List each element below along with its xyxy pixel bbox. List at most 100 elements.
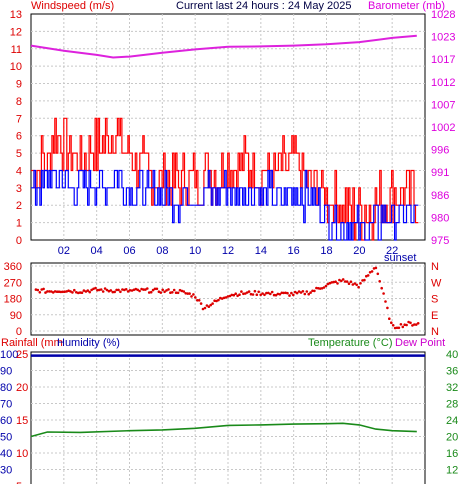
direction-point bbox=[359, 282, 362, 285]
time-x-tick-label: 02 bbox=[58, 245, 70, 257]
wind-y-tick-label: 7 bbox=[16, 113, 22, 125]
direction-point bbox=[249, 292, 253, 296]
humidity-y-tick-label: 40 bbox=[0, 448, 12, 460]
direction-point bbox=[194, 296, 197, 299]
direction-point bbox=[336, 282, 339, 285]
direction-point bbox=[103, 287, 107, 290]
direction-point bbox=[124, 288, 128, 291]
direction-point bbox=[190, 295, 193, 298]
time-x-tick-label: 04 bbox=[91, 245, 103, 257]
direction-point bbox=[153, 287, 157, 291]
time-x-tick-label: 16 bbox=[288, 245, 300, 257]
humidity-axis-title: Humidity (%) bbox=[57, 337, 120, 349]
direction-point bbox=[109, 289, 113, 292]
direction-point bbox=[71, 291, 74, 294]
humidity-y-tick-label: 50 bbox=[0, 432, 12, 444]
direction-point bbox=[113, 290, 116, 294]
time-x-tick-label: 18 bbox=[320, 245, 332, 257]
direction-point bbox=[240, 290, 243, 293]
direction-point bbox=[199, 302, 203, 305]
direction-point bbox=[307, 292, 311, 296]
direction-point bbox=[182, 290, 186, 293]
wind-y-tick-label: 1 bbox=[16, 218, 22, 230]
sunset-label: sunset bbox=[384, 252, 416, 264]
direction-point bbox=[144, 288, 147, 291]
direction-point bbox=[232, 293, 236, 297]
rainfall-y-tick-label: 10 bbox=[16, 448, 28, 460]
temperature-y-tick-label: 32 bbox=[446, 382, 458, 394]
direction-point bbox=[382, 292, 385, 295]
compass-tick-label: N bbox=[431, 261, 439, 273]
barometer-y-tick-label: 1012 bbox=[431, 77, 455, 89]
direction-point bbox=[38, 291, 42, 294]
direction-point bbox=[286, 291, 289, 295]
direction-panel: 360 N 270 W 180 S 90 E 0 N sunset bbox=[4, 252, 442, 338]
wind-y-tick-label: 10 bbox=[10, 61, 22, 73]
direction-point bbox=[167, 288, 170, 291]
barometer-y-tick-label: 991 bbox=[431, 167, 449, 179]
temperature-y-tick-label: 40 bbox=[446, 349, 458, 361]
direction-point bbox=[311, 289, 314, 293]
temperature-y-tick-label: 12 bbox=[446, 465, 458, 477]
direction-point bbox=[292, 293, 295, 297]
direction-point bbox=[151, 288, 155, 292]
direction-point bbox=[197, 299, 201, 302]
direction-point bbox=[388, 317, 391, 321]
temperature-line bbox=[30, 422, 417, 438]
time-x-tick-label: 10 bbox=[189, 245, 201, 257]
direction-point bbox=[257, 290, 261, 294]
direction-y-tick-label: 360 bbox=[4, 261, 22, 273]
direction-point bbox=[80, 291, 84, 295]
direction-point bbox=[261, 292, 264, 295]
wind-y-tick-label: 0 bbox=[16, 235, 22, 247]
direction-point bbox=[341, 278, 345, 281]
barometer-y-tick-label: 1017 bbox=[431, 54, 455, 66]
direction-points bbox=[34, 266, 420, 330]
direction-point bbox=[119, 290, 122, 294]
direction-point bbox=[366, 274, 370, 277]
direction-point bbox=[413, 323, 416, 326]
direction-point bbox=[53, 290, 57, 293]
direction-point bbox=[205, 304, 209, 307]
direction-point bbox=[334, 280, 337, 284]
direction-point bbox=[405, 323, 408, 327]
direction-point bbox=[128, 289, 132, 292]
direction-y-tick-label: 270 bbox=[4, 277, 22, 289]
compass-tick-label: E bbox=[431, 310, 438, 322]
direction-point bbox=[351, 283, 355, 286]
barometer-y-tick-label: 1002 bbox=[431, 122, 455, 134]
direction-point bbox=[409, 321, 412, 325]
direction-point bbox=[126, 290, 130, 293]
direction-point bbox=[278, 293, 282, 296]
direction-point bbox=[165, 289, 168, 292]
direction-point bbox=[378, 280, 382, 283]
direction-point bbox=[115, 288, 118, 292]
direction-point bbox=[357, 285, 360, 289]
wind-y-tick-label: 3 bbox=[16, 183, 22, 195]
direction-point bbox=[207, 305, 211, 309]
direction-point bbox=[288, 294, 291, 297]
wind-series bbox=[30, 34, 419, 241]
direction-point bbox=[355, 283, 359, 287]
direction-point bbox=[111, 290, 115, 294]
time-x-tick-label: 06 bbox=[123, 245, 135, 257]
direction-point bbox=[234, 292, 237, 296]
direction-point bbox=[36, 288, 40, 292]
direction-y-tick-label: 90 bbox=[10, 310, 22, 322]
direction-point bbox=[146, 287, 149, 290]
direction-point bbox=[172, 288, 176, 292]
direction-point bbox=[303, 292, 307, 296]
direction-point bbox=[313, 289, 316, 293]
humidity-series bbox=[30, 354, 425, 438]
direction-point bbox=[332, 280, 335, 284]
direction-point bbox=[203, 306, 207, 310]
compass-tick-label: S bbox=[431, 294, 438, 306]
direction-point bbox=[349, 280, 353, 284]
barometer-y-tick-label: 1028 bbox=[431, 9, 455, 21]
wind-y-tick-label: 13 bbox=[10, 9, 22, 21]
humidity-y-tick-label: 90 bbox=[0, 366, 12, 378]
direction-point bbox=[340, 279, 343, 283]
direction-point bbox=[196, 299, 199, 302]
time-x-tick-label: 20 bbox=[353, 245, 365, 257]
direction-point bbox=[299, 291, 303, 294]
